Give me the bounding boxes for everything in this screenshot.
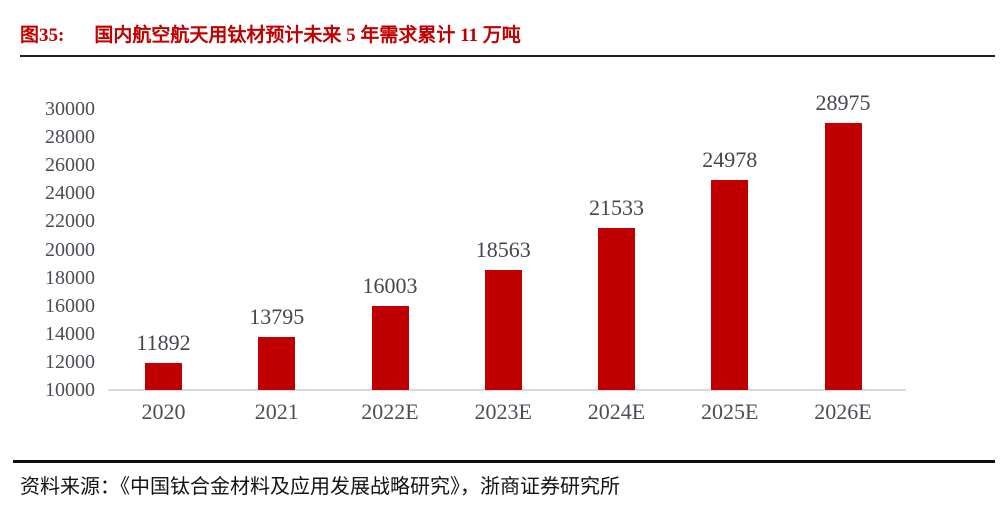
x-axis-line xyxy=(108,389,906,391)
bar-2020 xyxy=(145,363,182,390)
y-axis-tick-label: 24000 xyxy=(45,182,95,205)
bar-2025e xyxy=(711,179,749,390)
x-axis-category-label: 2024E xyxy=(587,399,646,424)
y-axis-tick-label: 10000 xyxy=(45,379,95,401)
y-axis-tick-label: 20000 xyxy=(45,238,95,261)
y-axis: 30000 28000 26000 24000 22000 20000 18000 16000… xyxy=(0,0,95,460)
bar-2023e xyxy=(484,269,522,390)
bar-2021 xyxy=(258,336,296,390)
footer-divider xyxy=(13,460,995,463)
x-axis-category-label: 2021 xyxy=(254,399,299,424)
x-axis-category-label: 2020 xyxy=(141,399,186,424)
bar-2022e xyxy=(371,305,409,390)
bar-value-label: 13795 xyxy=(249,303,305,329)
bar-2026e xyxy=(824,123,862,390)
source-note: 资料来源：《中国钛合金材料及应用发展战略研究》，浙商证券研究所 xyxy=(20,476,620,498)
bar-value-label: 11892 xyxy=(136,330,191,356)
bar-chart: 30000 28000 26000 24000 22000 20000 18000 16000… xyxy=(0,0,906,460)
figure-number: 图35: xyxy=(20,25,65,46)
y-axis-tick-label: 26000 xyxy=(45,154,95,177)
y-axis-tick-label: 28000 xyxy=(45,126,95,149)
y-axis-tick-label: 18000 xyxy=(45,266,95,289)
y-axis-tick-label: 12000 xyxy=(45,350,95,373)
figure-title: 国内航空航天用钛材预计未来 5 年需求累计 11 万吨 xyxy=(94,25,521,46)
x-axis-category-label: 2025E xyxy=(701,399,759,424)
bar-value-label: 21533 xyxy=(589,194,644,220)
bar-value-label: 16003 xyxy=(362,272,418,298)
x-axis-category-label: 2022E xyxy=(361,399,419,424)
x-axis-category-label: 2026E xyxy=(814,399,872,424)
x-axis-category-label: 2023E xyxy=(474,399,532,424)
bar-value-label: 18563 xyxy=(475,236,531,262)
y-axis-tick-label: 16000 xyxy=(45,294,95,317)
plot-area: 11892 2020 13795 2021 16003 2022E 18563 2023E 21… xyxy=(108,90,906,424)
y-axis-tick-label: 14000 xyxy=(45,322,95,345)
y-axis-tick-label: 30000 xyxy=(45,98,95,120)
y-axis-tick-label: 22000 xyxy=(45,210,95,233)
figure-header: 图35: 国内航空航天用钛材预计未来 5 年需求累计 11 万吨 xyxy=(20,20,521,47)
bar-value-label: 24978 xyxy=(702,146,758,172)
header-divider xyxy=(20,55,995,57)
bar-value-label: 28975 xyxy=(815,90,871,116)
bar-2024e xyxy=(598,227,635,390)
